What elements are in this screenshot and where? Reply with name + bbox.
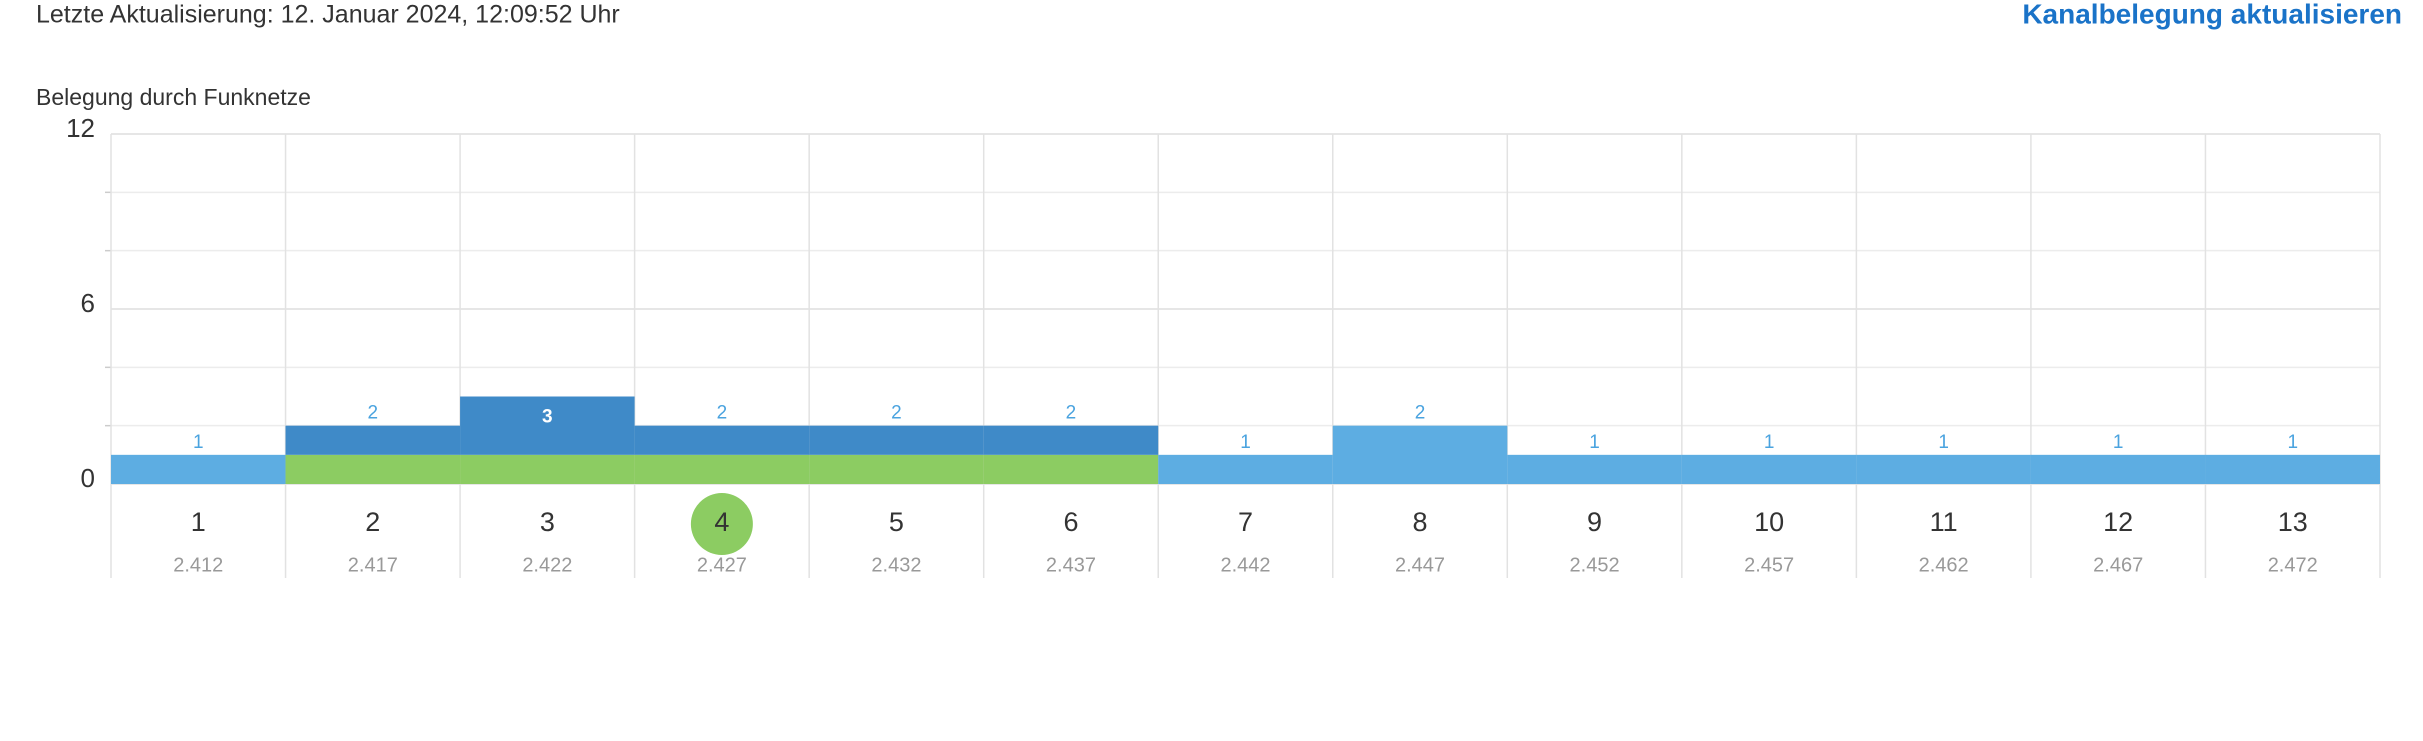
bar-segment [2030,454,2206,484]
bar-segment [460,396,635,455]
bar-segment [1856,454,2031,484]
y-tick-label: 6 [81,288,95,318]
frequency-label: 2.452 [1570,554,1620,576]
x-tick-label: 12 [2103,507,2133,537]
bar-segment [634,425,810,455]
value-label: 1 [1589,432,1600,453]
value-label: 1 [2113,432,2124,453]
value-label: 2 [891,403,902,424]
value-label: 1 [1764,432,1775,453]
bar-segment [809,425,984,455]
x-tick-label: 2 [365,507,380,537]
value-label: 1 [2287,432,2298,453]
bar-segment [983,425,1159,455]
last-update: Letzte Aktualisierung: 12. Januar 2024, … [36,1,620,29]
value-label: 2 [1415,403,1426,424]
bar-segment [1507,454,1682,484]
active-channel-marker [690,493,753,555]
frequency-label: 2.462 [1919,554,1969,576]
bar-segment [983,454,1159,484]
bar-segment [1332,425,1508,484]
x-tick-label: 4 [714,507,729,537]
frequency-label: 2.417 [348,554,398,576]
bar-segment [111,454,286,484]
bar-segment [2205,454,2380,484]
bar-segment [285,454,461,484]
frequency-label: 2.472 [2268,554,2318,576]
x-tick-label: 10 [1754,507,1784,537]
frequency-label: 2.427 [697,554,747,576]
value-label: 2 [717,403,728,424]
y-tick-label: 12 [66,113,95,143]
bar-segment [809,454,984,484]
bar-segment [460,454,635,484]
frequency-label: 2.467 [2093,554,2143,576]
chart-title: Belegung durch Funknetze [36,84,311,110]
x-tick-label: 6 [1063,507,1078,537]
y-tick-label: 0 [81,463,95,493]
frequency-label: 2.442 [1220,554,1270,576]
bar-segment [634,454,810,484]
frequency-label: 2.422 [522,554,572,576]
bar-segment [1681,454,1857,484]
bar-segment [1158,454,1333,484]
frequency-label: 2.432 [871,554,921,576]
x-tick-label: 7 [1238,507,1253,537]
x-tick-label: 8 [1413,507,1428,537]
value-label: 2 [1066,403,1077,424]
refresh-link[interactable]: Kanalbelegung aktualisieren [2022,0,2402,29]
frequency-label: 2.447 [1395,554,1445,576]
x-tick-label: 11 [1930,507,1958,537]
frequency-label: 2.457 [1744,554,1794,576]
x-tick-label: 13 [2278,507,2308,537]
frequency-label: 2.412 [173,554,223,576]
bar-segment [285,425,461,455]
value-label: 1 [1938,432,1949,453]
x-tick-label: 3 [540,507,555,537]
x-tick-label: 1 [191,507,206,537]
value-label: 1 [1240,432,1251,453]
x-tick-label: 5 [889,507,904,537]
value-label: 3 [542,407,553,428]
x-tick-label: 9 [1587,507,1602,537]
value-label: 1 [193,432,204,453]
frequency-label: 2.437 [1046,554,1096,576]
value-label: 2 [368,403,379,424]
